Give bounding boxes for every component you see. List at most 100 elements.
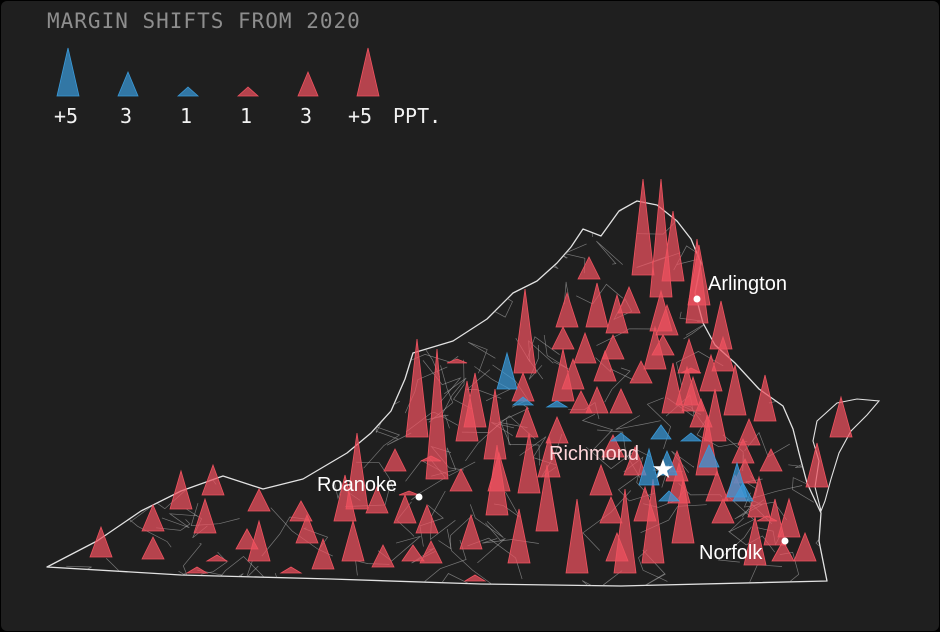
county-spike-rep bbox=[793, 531, 817, 562]
county-spike-dem bbox=[650, 424, 672, 440]
county-spike-rep bbox=[449, 468, 473, 492]
legend-spike-icon bbox=[117, 70, 139, 97]
county-spike-rep bbox=[459, 513, 483, 550]
county-spike-rep bbox=[723, 364, 747, 416]
county-spike-rep bbox=[393, 493, 417, 524]
legend-label-rep-5: +5 bbox=[348, 104, 373, 128]
county-spike-rep bbox=[463, 372, 487, 428]
county-spike-rep bbox=[507, 508, 531, 564]
county-shift-spikes bbox=[89, 178, 853, 582]
county-spike-rep bbox=[141, 503, 165, 532]
county-spike-dem bbox=[698, 444, 720, 468]
county-spike-rep bbox=[577, 256, 601, 280]
county-spike-rep bbox=[671, 478, 695, 544]
legend-glyphs bbox=[56, 47, 380, 97]
county-spike-rep bbox=[711, 498, 735, 524]
legend-label-dem-5: +5 bbox=[54, 104, 79, 128]
county-spike-rep bbox=[711, 335, 735, 372]
county-spike-rep bbox=[573, 331, 597, 364]
county-spike-rep bbox=[371, 544, 395, 568]
county-spike-rep bbox=[661, 210, 685, 282]
county-spike-rep bbox=[205, 554, 229, 562]
county-spike-dem bbox=[511, 396, 535, 406]
county-spike-rep bbox=[601, 334, 625, 360]
county-spike-rep bbox=[623, 445, 647, 476]
county-spike-rep bbox=[169, 469, 193, 510]
county-spike-rep bbox=[401, 544, 425, 562]
county-spike-rep bbox=[289, 500, 313, 522]
county-spike-rep bbox=[279, 566, 303, 574]
county-spike-rep bbox=[771, 540, 795, 562]
legend-label-dem-1: 1 bbox=[180, 104, 193, 128]
county-spike-rep bbox=[609, 388, 633, 414]
county-spike-rep bbox=[703, 388, 727, 442]
county-spike-rep bbox=[545, 415, 569, 444]
county-spike-dem bbox=[658, 490, 680, 502]
county-spike-rep bbox=[185, 566, 209, 574]
city-label-richmond: Richmond bbox=[549, 443, 640, 465]
county-spike-dem bbox=[545, 400, 569, 408]
county-spike-rep bbox=[420, 455, 442, 462]
county-spike-rep bbox=[383, 448, 407, 472]
county-spike-rep bbox=[193, 497, 217, 534]
county-spike-rep bbox=[419, 540, 443, 564]
legend-label-dem-3: 3 bbox=[120, 104, 133, 128]
county-spike-rep bbox=[585, 282, 609, 328]
county-spike-rep bbox=[743, 516, 767, 566]
roanoke-dot bbox=[415, 493, 423, 501]
county-spike-dem bbox=[609, 432, 633, 442]
county-spike-rep bbox=[709, 300, 733, 350]
county-spike-rep bbox=[446, 358, 468, 364]
county-spike-rep bbox=[561, 357, 585, 390]
city-markers bbox=[415, 295, 789, 545]
county-spike-rep bbox=[555, 291, 579, 328]
county-spike-rep bbox=[747, 475, 771, 518]
county-spike-rep bbox=[680, 367, 702, 374]
county-spike-rep bbox=[651, 334, 675, 356]
county-spike-rep bbox=[737, 417, 761, 446]
county-spike-rep bbox=[805, 442, 829, 488]
county-spike-rep bbox=[605, 293, 629, 334]
county-spike-rep bbox=[463, 574, 487, 582]
arlington-dot bbox=[693, 295, 701, 303]
county-spike-rep bbox=[593, 349, 617, 382]
legend-spike-icon bbox=[176, 86, 200, 97]
county-spike-dem bbox=[732, 482, 754, 502]
county-spike-rep bbox=[341, 519, 365, 562]
county-spike-rep bbox=[759, 448, 783, 472]
county-spike-rep bbox=[829, 395, 853, 438]
legend-spike-icon bbox=[356, 47, 380, 97]
county-spike-rep bbox=[365, 485, 389, 514]
county-spike-rep bbox=[629, 360, 653, 384]
county-spike-rep bbox=[601, 434, 625, 458]
legend-spike-icon bbox=[297, 70, 319, 97]
county-spike-dem bbox=[679, 432, 703, 442]
county-spike-rep bbox=[631, 178, 655, 276]
county-spike-rep bbox=[487, 451, 511, 492]
county-spike-rep bbox=[425, 348, 449, 480]
legend-label-rep-1: 1 bbox=[240, 104, 253, 128]
county-spike-rep bbox=[235, 528, 259, 550]
county-spike-rep bbox=[753, 374, 777, 422]
county-spike-rep bbox=[247, 488, 271, 512]
legend-title: MARGIN SHIFTS FROM 2020 bbox=[47, 9, 361, 33]
county-spike-rep bbox=[605, 531, 629, 562]
county-spike-dem bbox=[496, 351, 518, 390]
city-label-arlington: Arlington bbox=[708, 273, 787, 295]
county-spike-rep bbox=[551, 326, 575, 350]
county-spike-rep bbox=[687, 244, 711, 306]
county-spike-rep bbox=[589, 463, 613, 496]
county-spike-rep bbox=[141, 536, 165, 560]
county-spike-rep bbox=[398, 490, 420, 496]
city-label-norfolk: Norfolk bbox=[699, 542, 763, 564]
county-spike-rep bbox=[513, 288, 537, 374]
county-spike-rep bbox=[599, 495, 623, 524]
county-spike-rep bbox=[705, 469, 729, 502]
county-spike-rep bbox=[677, 337, 701, 374]
county-spike-rep bbox=[535, 464, 559, 532]
legend-label-rep-3: 3 bbox=[300, 104, 313, 128]
county-spike-rep bbox=[295, 513, 319, 544]
county-spike-rep bbox=[617, 285, 641, 314]
county-spike-rep bbox=[345, 432, 369, 510]
county-spike-rep bbox=[89, 525, 113, 558]
